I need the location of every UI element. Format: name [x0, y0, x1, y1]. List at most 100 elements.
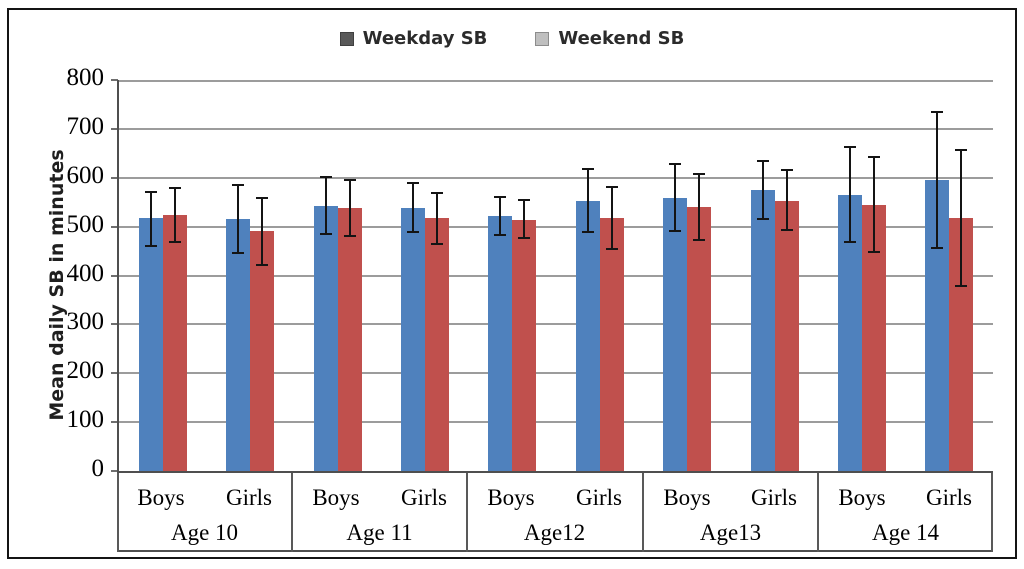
error-bar-cap-bottom-weekend-sb-age-14-girls [955, 285, 967, 287]
error-bar-cap-top-weekend-sb-age12-girls [606, 186, 618, 188]
error-bar-cap-top-weekday-sb-age-14-boys [844, 146, 856, 148]
error-bar-cap-bottom-weekday-sb-age-11-girls [407, 231, 419, 233]
error-bar-cap-top-weekend-sb-age-10-girls [256, 197, 268, 199]
x-label-age12-girls: Girls [576, 485, 622, 510]
error-bar-cap-top-weekend-sb-age13-girls [781, 169, 793, 171]
error-bar-cap-bottom-weekday-sb-age12-girls [582, 231, 594, 233]
gridline-100 [119, 421, 993, 423]
x-axis-label-area: Boys Girls Boys Girls Boys Girls Boys Girls Boys… [117, 473, 993, 552]
group-separator-3 [642, 473, 644, 552]
bar-weekend-sb-age13-boys [687, 207, 711, 471]
bar-weekend-sb-age-11-boys [338, 208, 362, 471]
y-tick-label-800: 800 [66, 64, 105, 91]
legend-swatch-weekend-icon [535, 31, 550, 46]
x-label-age13-boys: Boys [663, 485, 711, 510]
y-tick-label-400: 400 [66, 260, 105, 287]
error-bar-cap-bottom-weekend-sb-age12-boys [518, 237, 530, 239]
bar-weekday-sb-age-10-boys [139, 218, 163, 471]
legend-label-weekend: Weekend SB [558, 28, 685, 49]
error-bar-weekday-sb-age-10-boys [150, 191, 152, 247]
error-bar-cap-top-weekday-sb-age12-girls [582, 168, 594, 170]
gridline-400 [119, 275, 993, 277]
y-tick-label-500: 500 [66, 211, 105, 238]
error-bar-cap-bottom-weekday-sb-age-10-boys [145, 245, 157, 247]
gridline-500 [119, 226, 993, 228]
error-bar-cap-bottom-weekend-sb-age13-boys [693, 239, 705, 241]
bar-weekend-sb-age-10-boys [163, 215, 187, 471]
error-bar-weekday-sb-age13-girls [762, 160, 764, 220]
bar-weekend-sb-age13-girls [775, 201, 799, 471]
error-bar-weekend-sb-age-11-boys [349, 179, 351, 237]
error-bar-cap-bottom-weekday-sb-age-14-boys [844, 241, 856, 243]
bar-weekend-sb-age-10-girls [250, 231, 274, 471]
error-bar-cap-top-weekday-sb-age-10-girls [232, 184, 244, 186]
group-separator-0 [117, 473, 119, 552]
group-separator-right-edge [991, 473, 993, 552]
gridline-200 [119, 372, 993, 374]
bar-weekday-sb-age13-girls [751, 190, 775, 471]
x-label-age-10-girls: Girls [226, 485, 272, 510]
gridline-300 [119, 323, 993, 325]
gridline-700 [119, 128, 993, 130]
error-bar-cap-bottom-weekday-sb-age-10-girls [232, 252, 244, 254]
bar-weekend-sb-age-11-girls [425, 218, 449, 471]
error-bar-weekend-sb-age-14-girls [960, 149, 962, 287]
bar-weekday-sb-age12-boys [488, 216, 512, 471]
group-separator-4 [817, 473, 819, 552]
error-bar-cap-top-weekday-sb-age-14-girls [931, 111, 943, 113]
error-bar-weekend-sb-age-10-boys [174, 187, 176, 243]
error-bar-cap-bottom-weekday-sb-age13-girls [757, 218, 769, 220]
error-bar-cap-bottom-weekend-sb-age-10-boys [169, 241, 181, 243]
y-tick-label-600: 600 [66, 162, 105, 189]
error-bar-weekday-sb-age12-girls [587, 168, 589, 233]
legend-label-weekday: Weekday SB [362, 28, 488, 49]
error-bar-cap-bottom-weekend-sb-age12-girls [606, 248, 618, 250]
y-tick-mark-300 [111, 323, 118, 325]
error-bar-cap-top-weekend-sb-age-10-boys [169, 187, 181, 189]
plot-area [117, 80, 993, 473]
x-group-label-age12: Age12 [523, 520, 586, 545]
error-bar-cap-bottom-weekend-sb-age-11-boys [344, 235, 356, 237]
error-bar-cap-top-weekday-sb-age-10-boys [145, 191, 157, 193]
y-tick-mark-800 [111, 79, 118, 81]
error-bar-cap-bottom-weekend-sb-age13-girls [781, 229, 793, 231]
x-group-label-age13: Age13 [699, 520, 762, 545]
error-bar-weekend-sb-age-14-boys [873, 156, 875, 253]
error-bar-cap-top-weekend-sb-age-14-boys [868, 156, 880, 158]
x-group-label-age-14: Age 14 [871, 520, 940, 545]
legend-swatch-weekday-icon [339, 31, 354, 46]
error-bar-cap-top-weekend-sb-age12-boys [518, 199, 530, 201]
error-bar-weekday-sb-age-11-boys [325, 176, 327, 235]
y-tick-label-700: 700 [66, 113, 105, 140]
error-bar-cap-bottom-weekday-sb-age13-boys [669, 230, 681, 232]
bar-weekday-sb-age-11-girls [401, 208, 425, 471]
gridline-600 [119, 177, 993, 179]
bar-weekend-sb-age12-girls [600, 218, 624, 471]
x-label-age12-boys: Boys [487, 485, 535, 510]
x-label-age-14-girls: Girls [926, 485, 972, 510]
x-label-age-11-boys: Boys [312, 485, 360, 510]
error-bar-weekday-sb-age-14-boys [849, 146, 851, 243]
error-bar-cap-top-weekday-sb-age-11-girls [407, 182, 419, 184]
error-bar-cap-top-weekday-sb-age-11-boys [320, 176, 332, 178]
error-bar-cap-top-weekend-sb-age-11-boys [344, 179, 356, 181]
error-bar-weekend-sb-age12-boys [523, 199, 525, 239]
y-tick-label-200: 200 [66, 357, 105, 384]
y-tick-mark-400 [111, 275, 118, 277]
legend-item-weekend-sb: Weekend SB [535, 28, 684, 49]
x-group-label-age-11: Age 11 [346, 520, 413, 545]
y-tick-mark-700 [111, 128, 118, 130]
error-bar-weekday-sb-age-11-girls [412, 182, 414, 233]
error-bar-cap-top-weekday-sb-age13-boys [669, 163, 681, 165]
x-label-age13-girls: Girls [751, 485, 797, 510]
group-separator-1 [291, 473, 293, 552]
error-bar-weekday-sb-age-14-girls [936, 111, 938, 249]
error-bar-cap-bottom-weekday-sb-age-11-boys [320, 233, 332, 235]
y-tick-label-0: 0 [91, 455, 105, 482]
legend: Weekday SB Weekend SB [0, 28, 1024, 49]
bar-weekday-sb-age-10-girls [226, 219, 250, 471]
y-tick-mark-600 [111, 177, 118, 179]
error-bar-cap-bottom-weekday-sb-age-14-girls [931, 247, 943, 249]
gridline-800 [119, 80, 993, 82]
